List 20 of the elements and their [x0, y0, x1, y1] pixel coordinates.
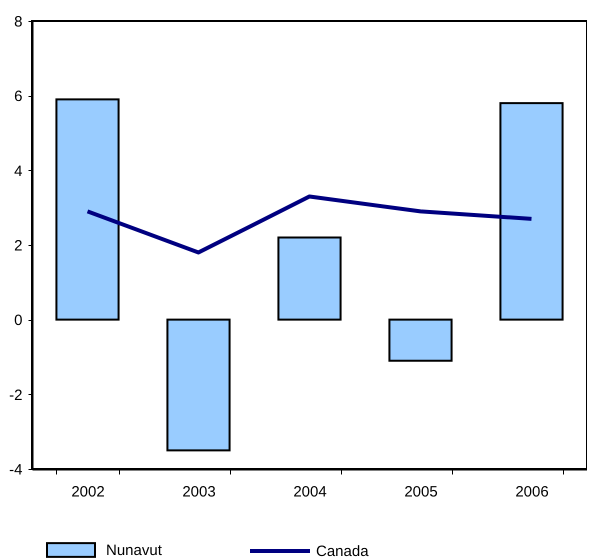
x-tick-label: 2005 — [404, 484, 438, 500]
y-tick-label: 0 — [14, 312, 22, 330]
bar — [166, 318, 231, 452]
y-tick-label: 8 — [14, 14, 22, 30]
bar — [55, 98, 120, 321]
y-tick-label: 6 — [14, 88, 22, 106]
bar — [277, 236, 342, 321]
y-tick-label: -4 — [9, 462, 22, 478]
legend-label: Nunavut — [106, 542, 163, 558]
y-tick-label: 2 — [14, 238, 22, 254]
y-tick-label: -2 — [9, 386, 22, 404]
bar — [499, 102, 564, 321]
x-tick-label: 2003 — [182, 484, 216, 500]
bar — [388, 318, 453, 362]
x-tick-label: 2006 — [515, 484, 549, 500]
legend-label: Canada — [316, 543, 370, 558]
x-tick-label: 2004 — [293, 484, 327, 500]
line-series — [86, 194, 534, 254]
y-tick-label: 4 — [14, 162, 22, 180]
x-tick-label: 2002 — [71, 484, 105, 500]
